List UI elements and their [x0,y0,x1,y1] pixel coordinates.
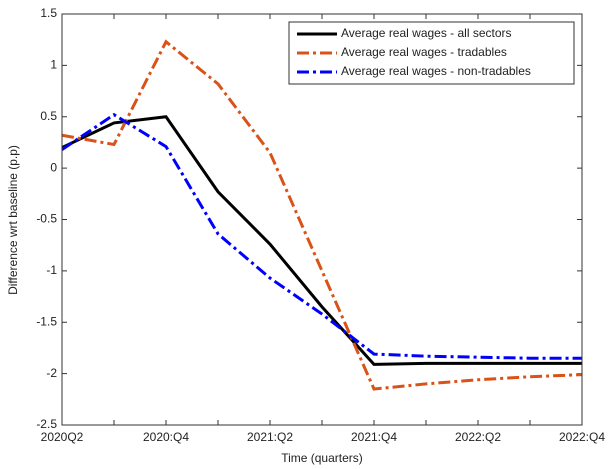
x-tick-label: 2020:Q4 [143,430,189,444]
plot-frame [61,13,583,426]
y-tick-label: 1 [50,58,57,72]
y-tick-label: -2.5 [36,417,57,431]
x-tick-label: 2022:Q2 [455,430,501,444]
x-tick-label: 2021:Q2 [247,430,293,444]
legend-label: Average real wages - non-tradables [341,64,531,78]
legend-label: Average real wages - tradables [341,45,507,59]
x-tick-label: 2022:Q4 [559,430,605,444]
x-tick-label: 2021:Q4 [351,430,397,444]
series-line [61,112,582,360]
y-tick-label: 0.5 [40,109,57,123]
x-tick-label: 2020Q2 [41,430,84,444]
y-tick-label: -2 [46,366,57,380]
y-tick-label: -0.5 [36,212,57,226]
y-tick-label: 0 [50,160,57,174]
y-tick-label: 1.5 [40,6,57,20]
x-axis-label: Time (quarters) [281,451,363,465]
y-tick-label: -1.5 [36,314,57,328]
y-axis-label: Difference wrt baseline (p.p) [6,145,20,295]
legend-label: Average real wages - all sectors [341,26,512,40]
series-line [61,39,583,391]
series-line [61,115,582,366]
y-tick-label: -1 [46,263,57,277]
